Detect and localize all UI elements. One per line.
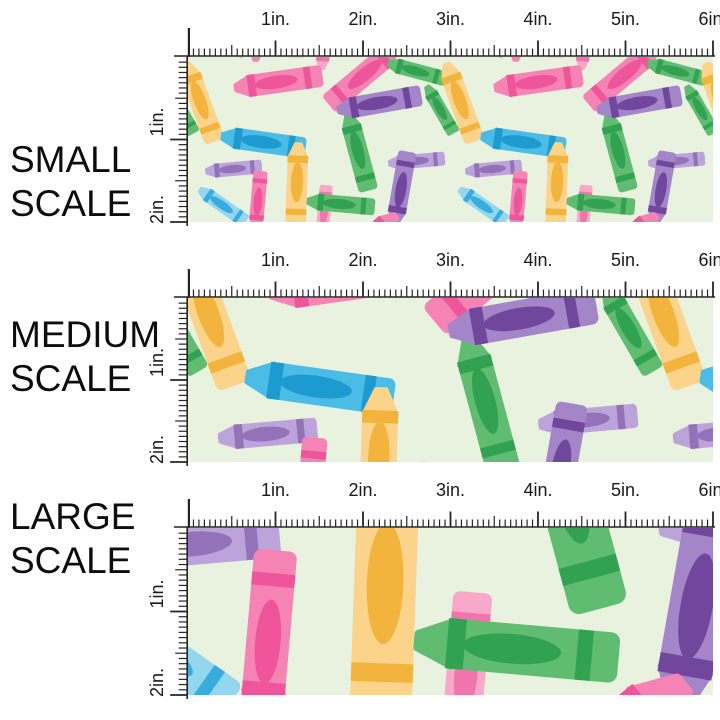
left-ruler: 1in. 2in. xyxy=(147,56,189,226)
left-ruler-inch-label: 1in. xyxy=(147,348,167,377)
fabric-swatch-medium xyxy=(188,298,713,462)
top-ruler-inch-label: 1in. xyxy=(261,9,290,29)
top-ruler-inch-label: 1in. xyxy=(261,250,290,270)
top-ruler-inch-label: 2in. xyxy=(348,9,377,29)
scale-label-medium: MEDIUM SCALE xyxy=(10,313,188,401)
top-ruler-inch-label: 6in. xyxy=(698,9,720,29)
scale-label-line: SCALE xyxy=(10,183,132,224)
top-ruler-inch-label: 5in. xyxy=(611,9,640,29)
top-ruler: 1in. 2in. 3in. 4in. 5in. 6in. xyxy=(174,250,720,298)
left-ruler-inch-label: 2in. xyxy=(147,435,167,464)
scale-label-line: MEDIUM xyxy=(10,314,161,355)
left-ruler-inch-label: 2in. xyxy=(147,195,167,224)
swatch-pattern-fill xyxy=(188,298,713,462)
swatch-background xyxy=(188,57,713,222)
left-ruler-inch-label: 1in. xyxy=(147,107,167,136)
left-ruler: 1in. 2in. xyxy=(147,297,189,466)
scale-label-line: LARGE xyxy=(10,496,136,537)
top-ruler-inch-label: 2in. xyxy=(348,250,377,270)
fabric-swatch-large xyxy=(188,528,713,695)
fabric-swatch-small xyxy=(188,57,713,222)
scale-label-small: SMALL SCALE xyxy=(10,138,188,226)
left-ruler: 1in. 2in. xyxy=(147,527,189,699)
top-ruler-inch-label: 3in. xyxy=(436,9,465,29)
scale-label-line: SMALL xyxy=(10,139,132,180)
top-ruler-inch-label: 6in. xyxy=(698,480,720,500)
top-ruler-inch-label: 1in. xyxy=(261,480,290,500)
top-ruler-inch-label: 3in. xyxy=(436,250,465,270)
top-ruler-inch-label: 3in. xyxy=(436,480,465,500)
swatch-background xyxy=(188,298,713,462)
top-ruler-inch-label: 4in. xyxy=(523,9,552,29)
top-ruler: 1in. 2in. 3in. 4in. 5in. 6in. xyxy=(174,9,720,57)
scale-label-large: LARGE SCALE xyxy=(10,495,188,583)
top-ruler-inch-label: 2in. xyxy=(348,480,377,500)
left-ruler-inch-label: 1in. xyxy=(147,579,167,608)
top-ruler-inch-label: 5in. xyxy=(611,250,640,270)
scale-label-line: SCALE xyxy=(10,540,132,581)
swatch-pattern-fill xyxy=(188,57,713,222)
swatch-background xyxy=(188,528,713,695)
top-ruler-inch-label: 4in. xyxy=(523,250,552,270)
top-ruler-inch-label: 4in. xyxy=(523,480,552,500)
top-ruler: 1in. 2in. 3in. 4in. 5in. 6in. xyxy=(174,480,720,528)
scale-label-line: SCALE xyxy=(10,358,132,399)
top-ruler-inch-label: 6in. xyxy=(698,250,720,270)
swatch-pattern-fill xyxy=(188,528,713,695)
top-ruler-inch-label: 5in. xyxy=(611,480,640,500)
left-ruler-inch-label: 2in. xyxy=(147,668,167,697)
